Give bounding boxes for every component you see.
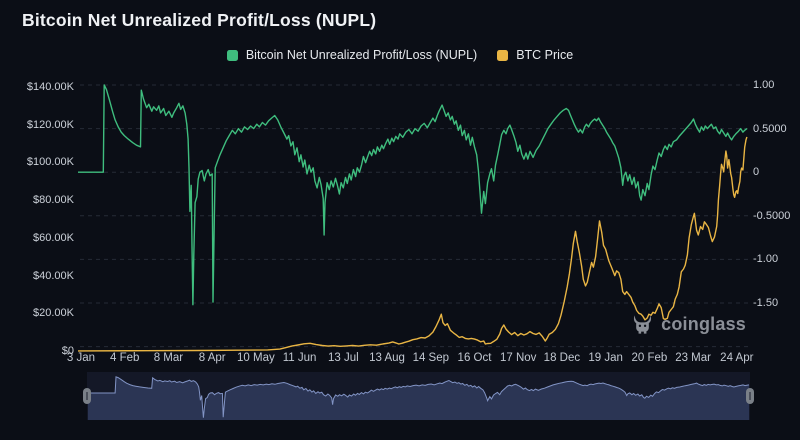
right-axis-tick-label: -1.00 (753, 253, 779, 266)
legend: Bitcoin Net Unrealized Profit/Loss (NUPL… (0, 48, 800, 62)
x-axis-tick-label: 24 Apr (720, 352, 754, 364)
left-axis-tick-label: $120.00K (26, 118, 74, 131)
right-axis-tick-label: 1.00 (753, 79, 775, 91)
x-axis-tick-label: 23 Mar (675, 352, 711, 364)
left-axis-tick-label: $20.00K (33, 307, 74, 320)
gridlines (80, 84, 748, 348)
x-axis-tick-label: 13 Jul (327, 352, 359, 364)
legend-item-btc-price[interactable]: BTC Price (497, 48, 573, 62)
nupl-series-line (78, 84, 748, 306)
legend-swatch-btc-icon (497, 49, 509, 61)
left-axis-tick-label: $80.00K (33, 194, 74, 207)
left-axis-tick-label: $100.00K (26, 156, 74, 169)
right-axis-tick-label: -1.50 (753, 297, 779, 309)
left-axis-tick-label: $40.00K (33, 269, 74, 282)
x-axis-tick-label: 10 May (237, 352, 275, 364)
right-axis-tick-label: 0 (753, 166, 760, 179)
x-axis-tick-label: 4 Feb (109, 352, 140, 364)
legend-item-nupl[interactable]: Bitcoin Net Unrealized Profit/Loss (NUPL… (226, 48, 478, 62)
x-axis-tick-label: 19 Jan (588, 352, 623, 364)
x-axis-tick-label: 8 Apr (198, 352, 226, 364)
chart-title: Bitcoin Net Unrealized Profit/Loss (NUPL… (22, 10, 377, 30)
legend-label-btc-price: BTC Price (516, 48, 574, 62)
navigator-handle-right[interactable] (746, 388, 754, 404)
navigator[interactable] (83, 372, 754, 420)
left-axis-tick-label: $140.00K (26, 81, 74, 93)
x-axis-tick-label: 20 Feb (631, 352, 668, 364)
x-axis-tick-label: 14 Sep (412, 352, 450, 364)
x-axis-tick-label: 8 Mar (153, 352, 184, 364)
x-axis-tick-label: 13 Aug (369, 352, 405, 364)
x-axis-tick-label: 3 Jan (66, 352, 96, 364)
x-axis-tick-label: 18 Dec (543, 352, 581, 364)
legend-swatch-nupl-icon (226, 49, 238, 61)
right-axis-tick-label: 0.5000 (753, 122, 787, 135)
coinglass-watermark-text: coinglass (661, 314, 746, 334)
right-axis-tick-label: -0.5000 (753, 209, 791, 222)
navigator-line (88, 376, 750, 418)
coinglass-logo-icon (634, 315, 652, 334)
legend-label-nupl: Bitcoin Net Unrealized Profit/Loss (NUPL… (245, 48, 478, 62)
btc-price-series-line (77, 136, 748, 352)
x-axis-tick-label: 17 Nov (499, 352, 537, 364)
x-axis-tick-label: 16 Oct (457, 352, 492, 364)
left-axis-tick-label: $0 (61, 345, 74, 357)
coinglass-watermark: coinglass (631, 313, 746, 336)
navigator-handle-left[interactable] (83, 388, 91, 404)
x-axis-tick-label: 11 Jun (282, 352, 317, 364)
navigator-area (88, 376, 749, 420)
left-axis-tick-label: $60.00K (33, 231, 74, 244)
